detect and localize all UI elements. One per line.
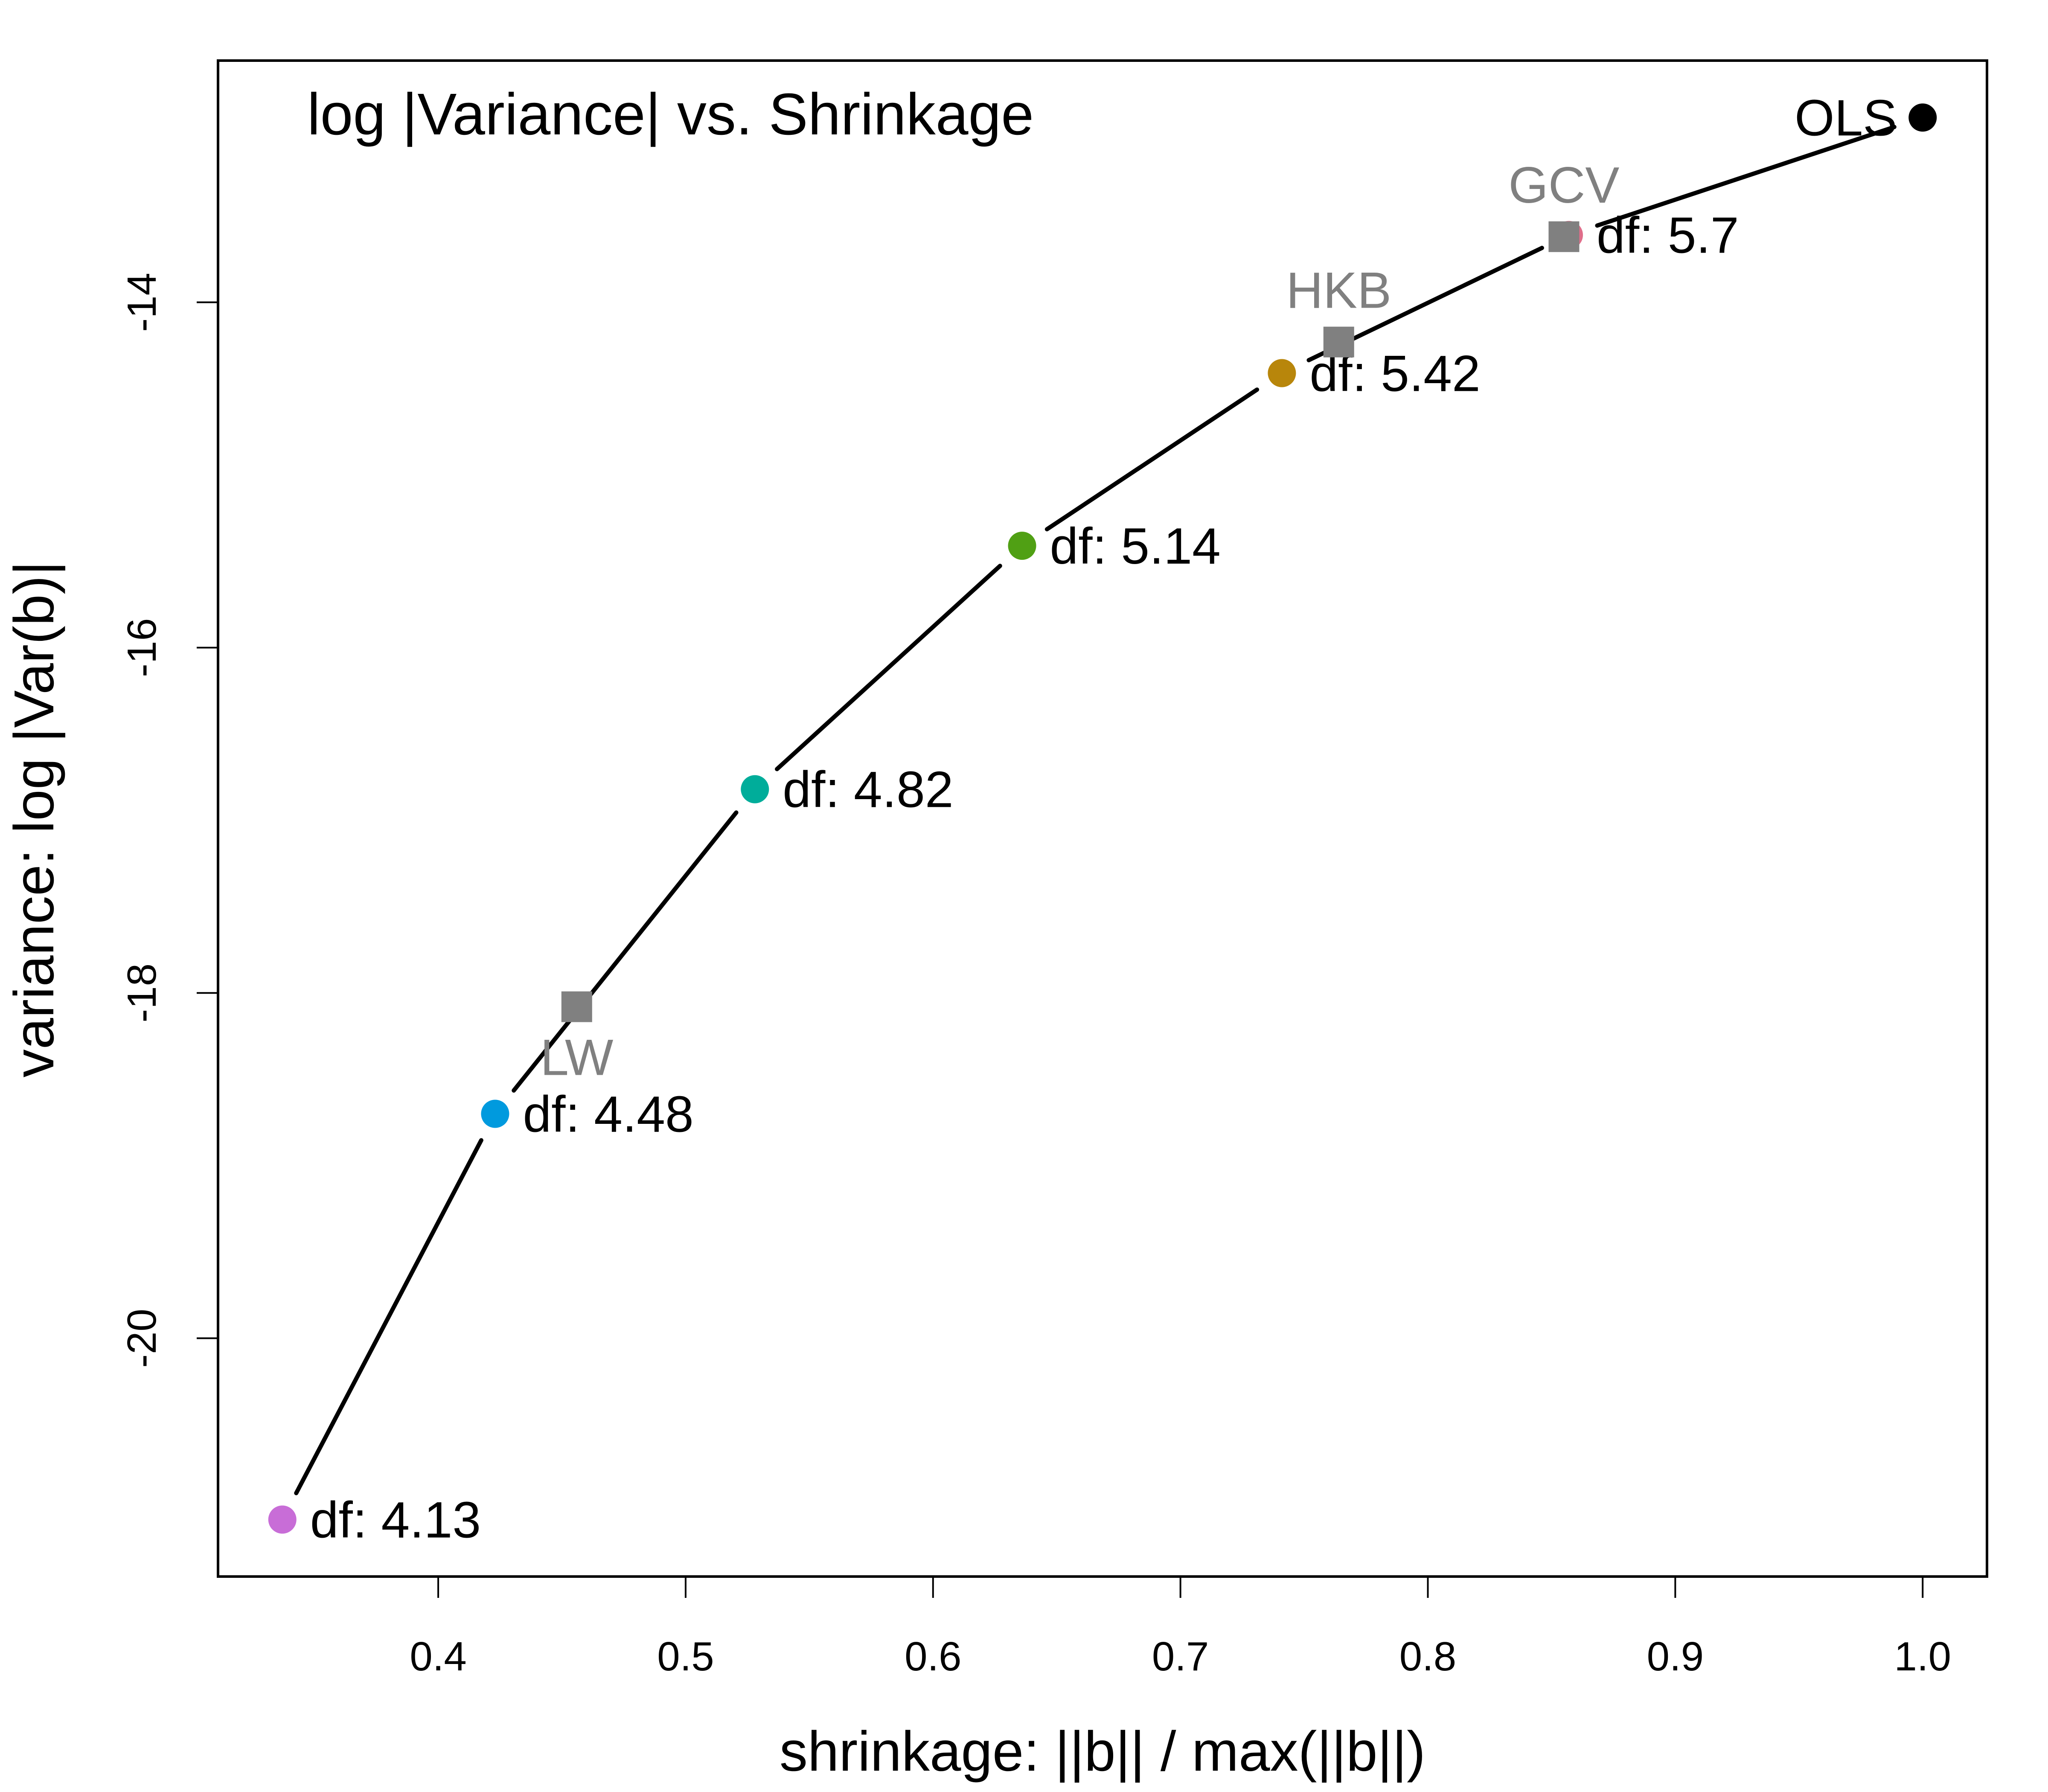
df-point: [1008, 532, 1036, 560]
y-axis: -14 -16 -18 -20: [119, 273, 218, 1368]
ridge-path: [294, 125, 1897, 1495]
path-segment: [294, 1138, 483, 1495]
lw-point: [561, 991, 592, 1022]
chart-title: log |Variance| vs. Shrinkage: [307, 81, 1034, 147]
df-label: df: 5.7: [1597, 207, 1739, 264]
special-points: OLS GCV HKB LW: [540, 90, 1937, 1086]
df-label: df: 4.48: [523, 1085, 693, 1143]
df-label: df: 4.82: [783, 761, 953, 818]
x-tick-label: 0.7: [1152, 1634, 1209, 1679]
df-label: df: 5.14: [1050, 518, 1221, 575]
ols-label: OLS: [1795, 90, 1897, 147]
x-tick-label: 0.5: [657, 1634, 714, 1679]
y-tick-label: -20: [119, 1309, 165, 1368]
path-segment: [1595, 125, 1897, 228]
path-segment: [775, 564, 1002, 771]
df-point: [1268, 359, 1296, 387]
y-tick-label: -18: [119, 963, 165, 1023]
df-label: df: 4.13: [310, 1491, 481, 1548]
hkb-point: [1323, 326, 1354, 358]
x-tick-label: 0.4: [410, 1634, 466, 1679]
path-segment: [512, 810, 739, 1093]
y-tick-label: -16: [119, 618, 165, 678]
plot-frame: [217, 59, 1988, 1578]
df-point: [268, 1505, 297, 1534]
y-axis-title: variance: log |Var(b)|: [3, 561, 65, 1078]
x-tick-label: 0.8: [1399, 1634, 1456, 1679]
ols-point: [1908, 103, 1937, 132]
y-tick-label: -14: [119, 273, 165, 332]
gcv-point: [1548, 221, 1580, 252]
df-point: [741, 775, 769, 803]
x-axis-title: shrinkage: ||b|| / max(||b||): [780, 1720, 1425, 1783]
lw-label: LW: [540, 1029, 613, 1086]
x-tick-label: 1.0: [1894, 1634, 1951, 1679]
x-tick-label: 0.9: [1647, 1634, 1704, 1679]
df-point: [481, 1100, 509, 1128]
hkb-label: HKB: [1286, 262, 1391, 319]
x-tick-label: 0.6: [905, 1634, 961, 1679]
path-segment: [1044, 387, 1260, 532]
gcv-label: GCV: [1508, 157, 1619, 214]
x-axis: 0.4 0.5 0.6 0.7 0.8 0.9 1.0: [410, 1577, 1951, 1679]
